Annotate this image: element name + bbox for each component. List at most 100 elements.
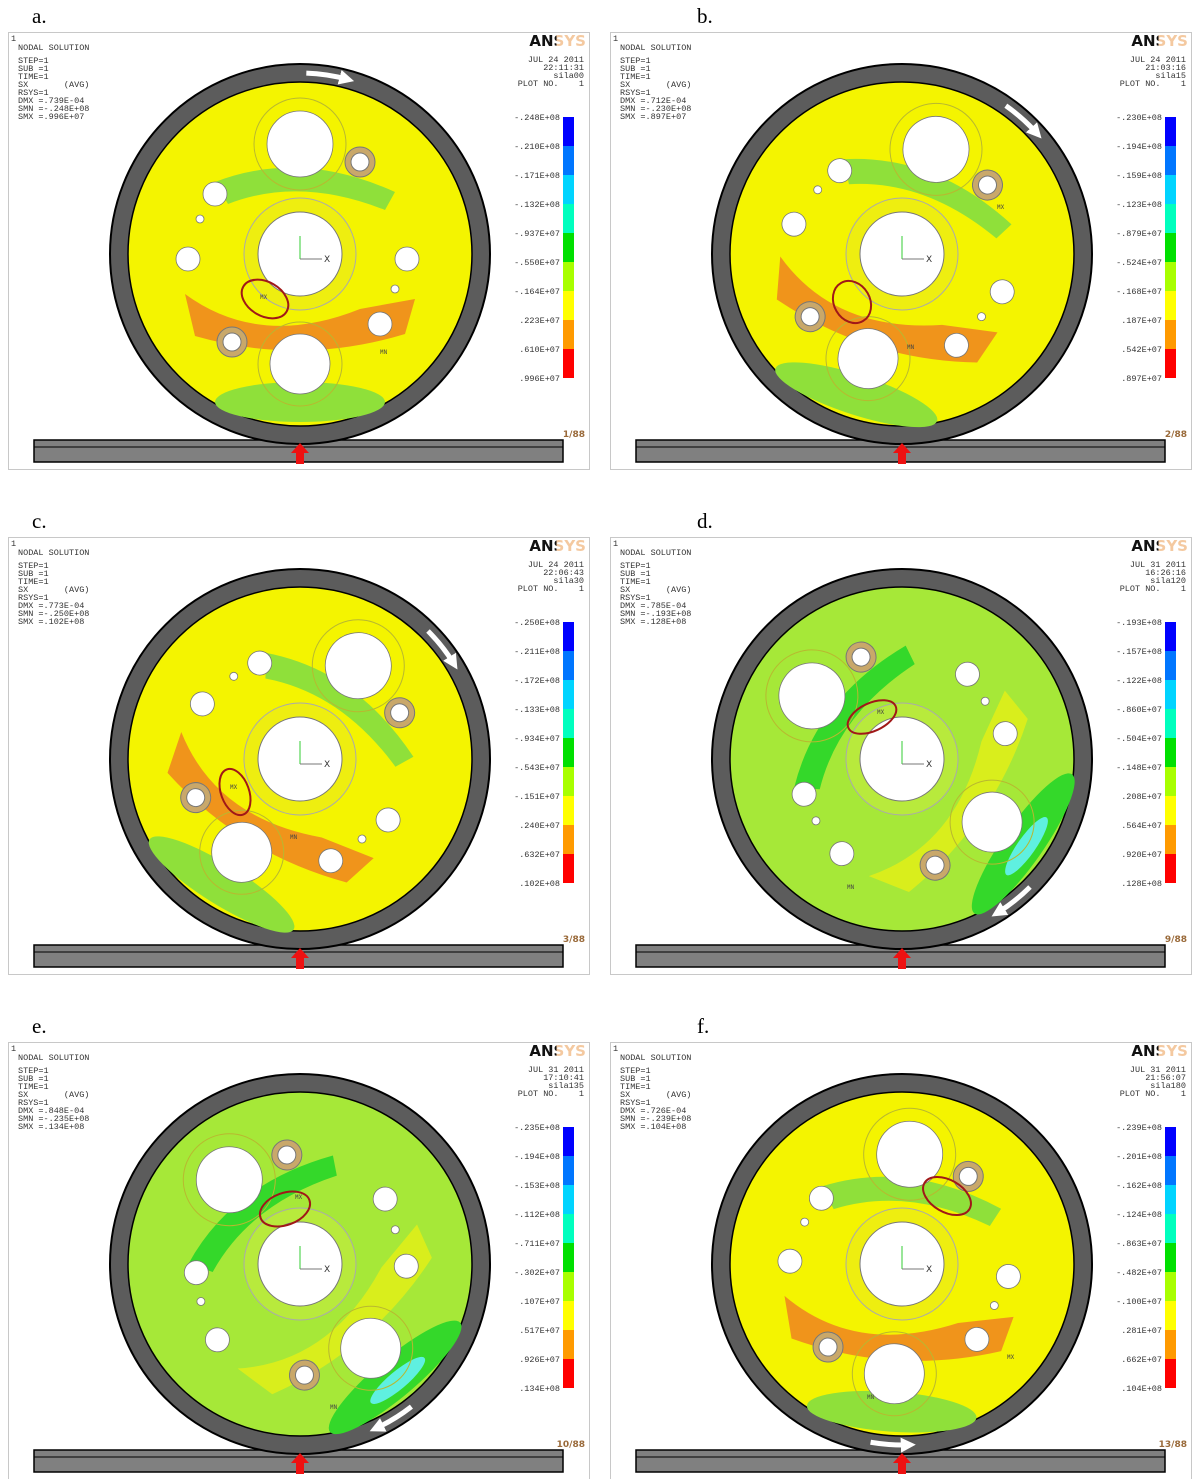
info-line: RSYS=1 bbox=[18, 593, 49, 603]
legend-value: .208E+07 bbox=[1121, 792, 1162, 802]
legend-band bbox=[563, 767, 574, 796]
hole bbox=[791, 781, 817, 807]
contact-arrow bbox=[291, 948, 309, 969]
extreme-marker: MX bbox=[230, 784, 238, 791]
frame-number: 1/88 bbox=[563, 430, 585, 440]
legend-value: -.211E+08 bbox=[514, 647, 560, 657]
window-number: 1 bbox=[613, 1044, 618, 1054]
stamp-line: PLOT NO. 1 bbox=[518, 79, 584, 89]
hole bbox=[196, 1297, 206, 1306]
hole bbox=[977, 312, 986, 322]
legend-value: .240E+07 bbox=[519, 821, 560, 831]
stamp-line: JUL 24 2011 bbox=[528, 55, 584, 65]
frame-number: 9/88 bbox=[1165, 935, 1187, 945]
panel-label: c. bbox=[32, 509, 47, 533]
legend-value: -.100E+07 bbox=[1116, 1297, 1162, 1307]
legend-value: .517E+07 bbox=[519, 1326, 560, 1336]
legend-value: -.194E+08 bbox=[514, 1152, 560, 1162]
info-line: STEP=1 bbox=[620, 561, 651, 571]
info-line: SUB =1 bbox=[18, 64, 49, 74]
legend-band bbox=[1165, 1359, 1176, 1388]
legend-band bbox=[563, 1214, 574, 1243]
ansys-logo: ANSYS bbox=[529, 32, 586, 50]
info-line: TIME=1 bbox=[18, 577, 49, 587]
legend-band bbox=[1165, 1301, 1176, 1330]
legend-band bbox=[563, 1272, 574, 1301]
panel-label: d. bbox=[697, 509, 713, 533]
legend-value: .107E+07 bbox=[519, 1297, 560, 1307]
stress-zone bbox=[215, 167, 395, 210]
boss bbox=[199, 809, 285, 895]
hole bbox=[851, 647, 871, 667]
hole bbox=[205, 1327, 230, 1353]
contact-arrow bbox=[893, 443, 911, 464]
ansys-logo: ANSYS bbox=[529, 1042, 586, 1060]
legend-band bbox=[1165, 1156, 1176, 1185]
stress-zone bbox=[265, 652, 414, 767]
legend-value: .897E+07 bbox=[1121, 374, 1162, 384]
info-line: RSYS=1 bbox=[620, 1098, 651, 1108]
hole bbox=[195, 1146, 263, 1214]
hole bbox=[367, 311, 393, 337]
hole bbox=[266, 110, 334, 178]
legend-value: .187E+07 bbox=[1121, 316, 1162, 326]
legend-value: -.172E+08 bbox=[514, 676, 560, 686]
stamp-line: JUL 24 2011 bbox=[1130, 55, 1186, 65]
stamp-line: 21:03:16 bbox=[1145, 63, 1186, 73]
legend-value: -.168E+07 bbox=[1116, 287, 1162, 297]
boss bbox=[889, 102, 983, 196]
legend-band bbox=[1165, 796, 1176, 825]
legend-band bbox=[563, 204, 574, 233]
highlight bbox=[831, 279, 873, 325]
extreme-marker: MX bbox=[997, 204, 1005, 211]
hole bbox=[961, 791, 1023, 853]
stress-zone bbox=[776, 256, 998, 363]
window-number: 1 bbox=[11, 34, 16, 44]
stamp-line: PLOT NO. 1 bbox=[1120, 79, 1186, 89]
info-line: SMN =-.250E+08 bbox=[18, 609, 89, 619]
stress-zone bbox=[775, 362, 938, 428]
panel-label: e. bbox=[32, 1014, 47, 1038]
info-line: DMX =.739E-04 bbox=[18, 96, 84, 106]
info-line: STEP=1 bbox=[18, 561, 49, 571]
stamp-line: sila180 bbox=[1150, 1081, 1186, 1091]
legend-band bbox=[563, 680, 574, 709]
hole bbox=[777, 1248, 803, 1274]
hole bbox=[318, 848, 344, 874]
extreme-marker: MX bbox=[877, 709, 885, 716]
frame-number: 10/88 bbox=[557, 1440, 585, 1450]
info-line: SUB =1 bbox=[18, 1074, 49, 1084]
highlight bbox=[240, 278, 290, 320]
hole bbox=[390, 284, 400, 294]
frame-number: 3/88 bbox=[563, 935, 585, 945]
legend-value: -.863E+07 bbox=[1116, 1239, 1162, 1249]
stamp-line: JUL 31 2011 bbox=[1130, 1065, 1186, 1075]
stamp-line: 17:10:41 bbox=[543, 1073, 584, 1083]
info-line: SX (AVG) bbox=[620, 1090, 691, 1100]
legend-band bbox=[563, 825, 574, 854]
panel-label: f. bbox=[697, 1014, 709, 1038]
legend-value: -.162E+08 bbox=[1116, 1181, 1162, 1191]
disc-content bbox=[777, 1107, 1021, 1433]
legend-value: .920E+07 bbox=[1121, 850, 1162, 860]
legend-band bbox=[563, 1127, 574, 1156]
info-line: SX (AVG) bbox=[18, 1090, 89, 1100]
legend-value: -.201E+08 bbox=[1116, 1152, 1162, 1162]
hole bbox=[989, 279, 1015, 305]
stress-zone bbox=[843, 158, 1012, 239]
rotation-arrow bbox=[991, 885, 1032, 917]
legend-band bbox=[1165, 291, 1176, 320]
window-number: 1 bbox=[613, 34, 618, 44]
legend-value: -.148E+07 bbox=[1116, 763, 1162, 773]
stress-zone bbox=[822, 1176, 1002, 1227]
extreme-marker: MN bbox=[867, 1394, 875, 1401]
plot-title: NODAL SOLUTION bbox=[18, 43, 89, 53]
hole bbox=[958, 1166, 978, 1186]
info-line: DMX =.773E-04 bbox=[18, 601, 84, 611]
hole bbox=[995, 1264, 1021, 1289]
legend-band bbox=[1165, 651, 1176, 680]
hole bbox=[183, 1260, 209, 1286]
